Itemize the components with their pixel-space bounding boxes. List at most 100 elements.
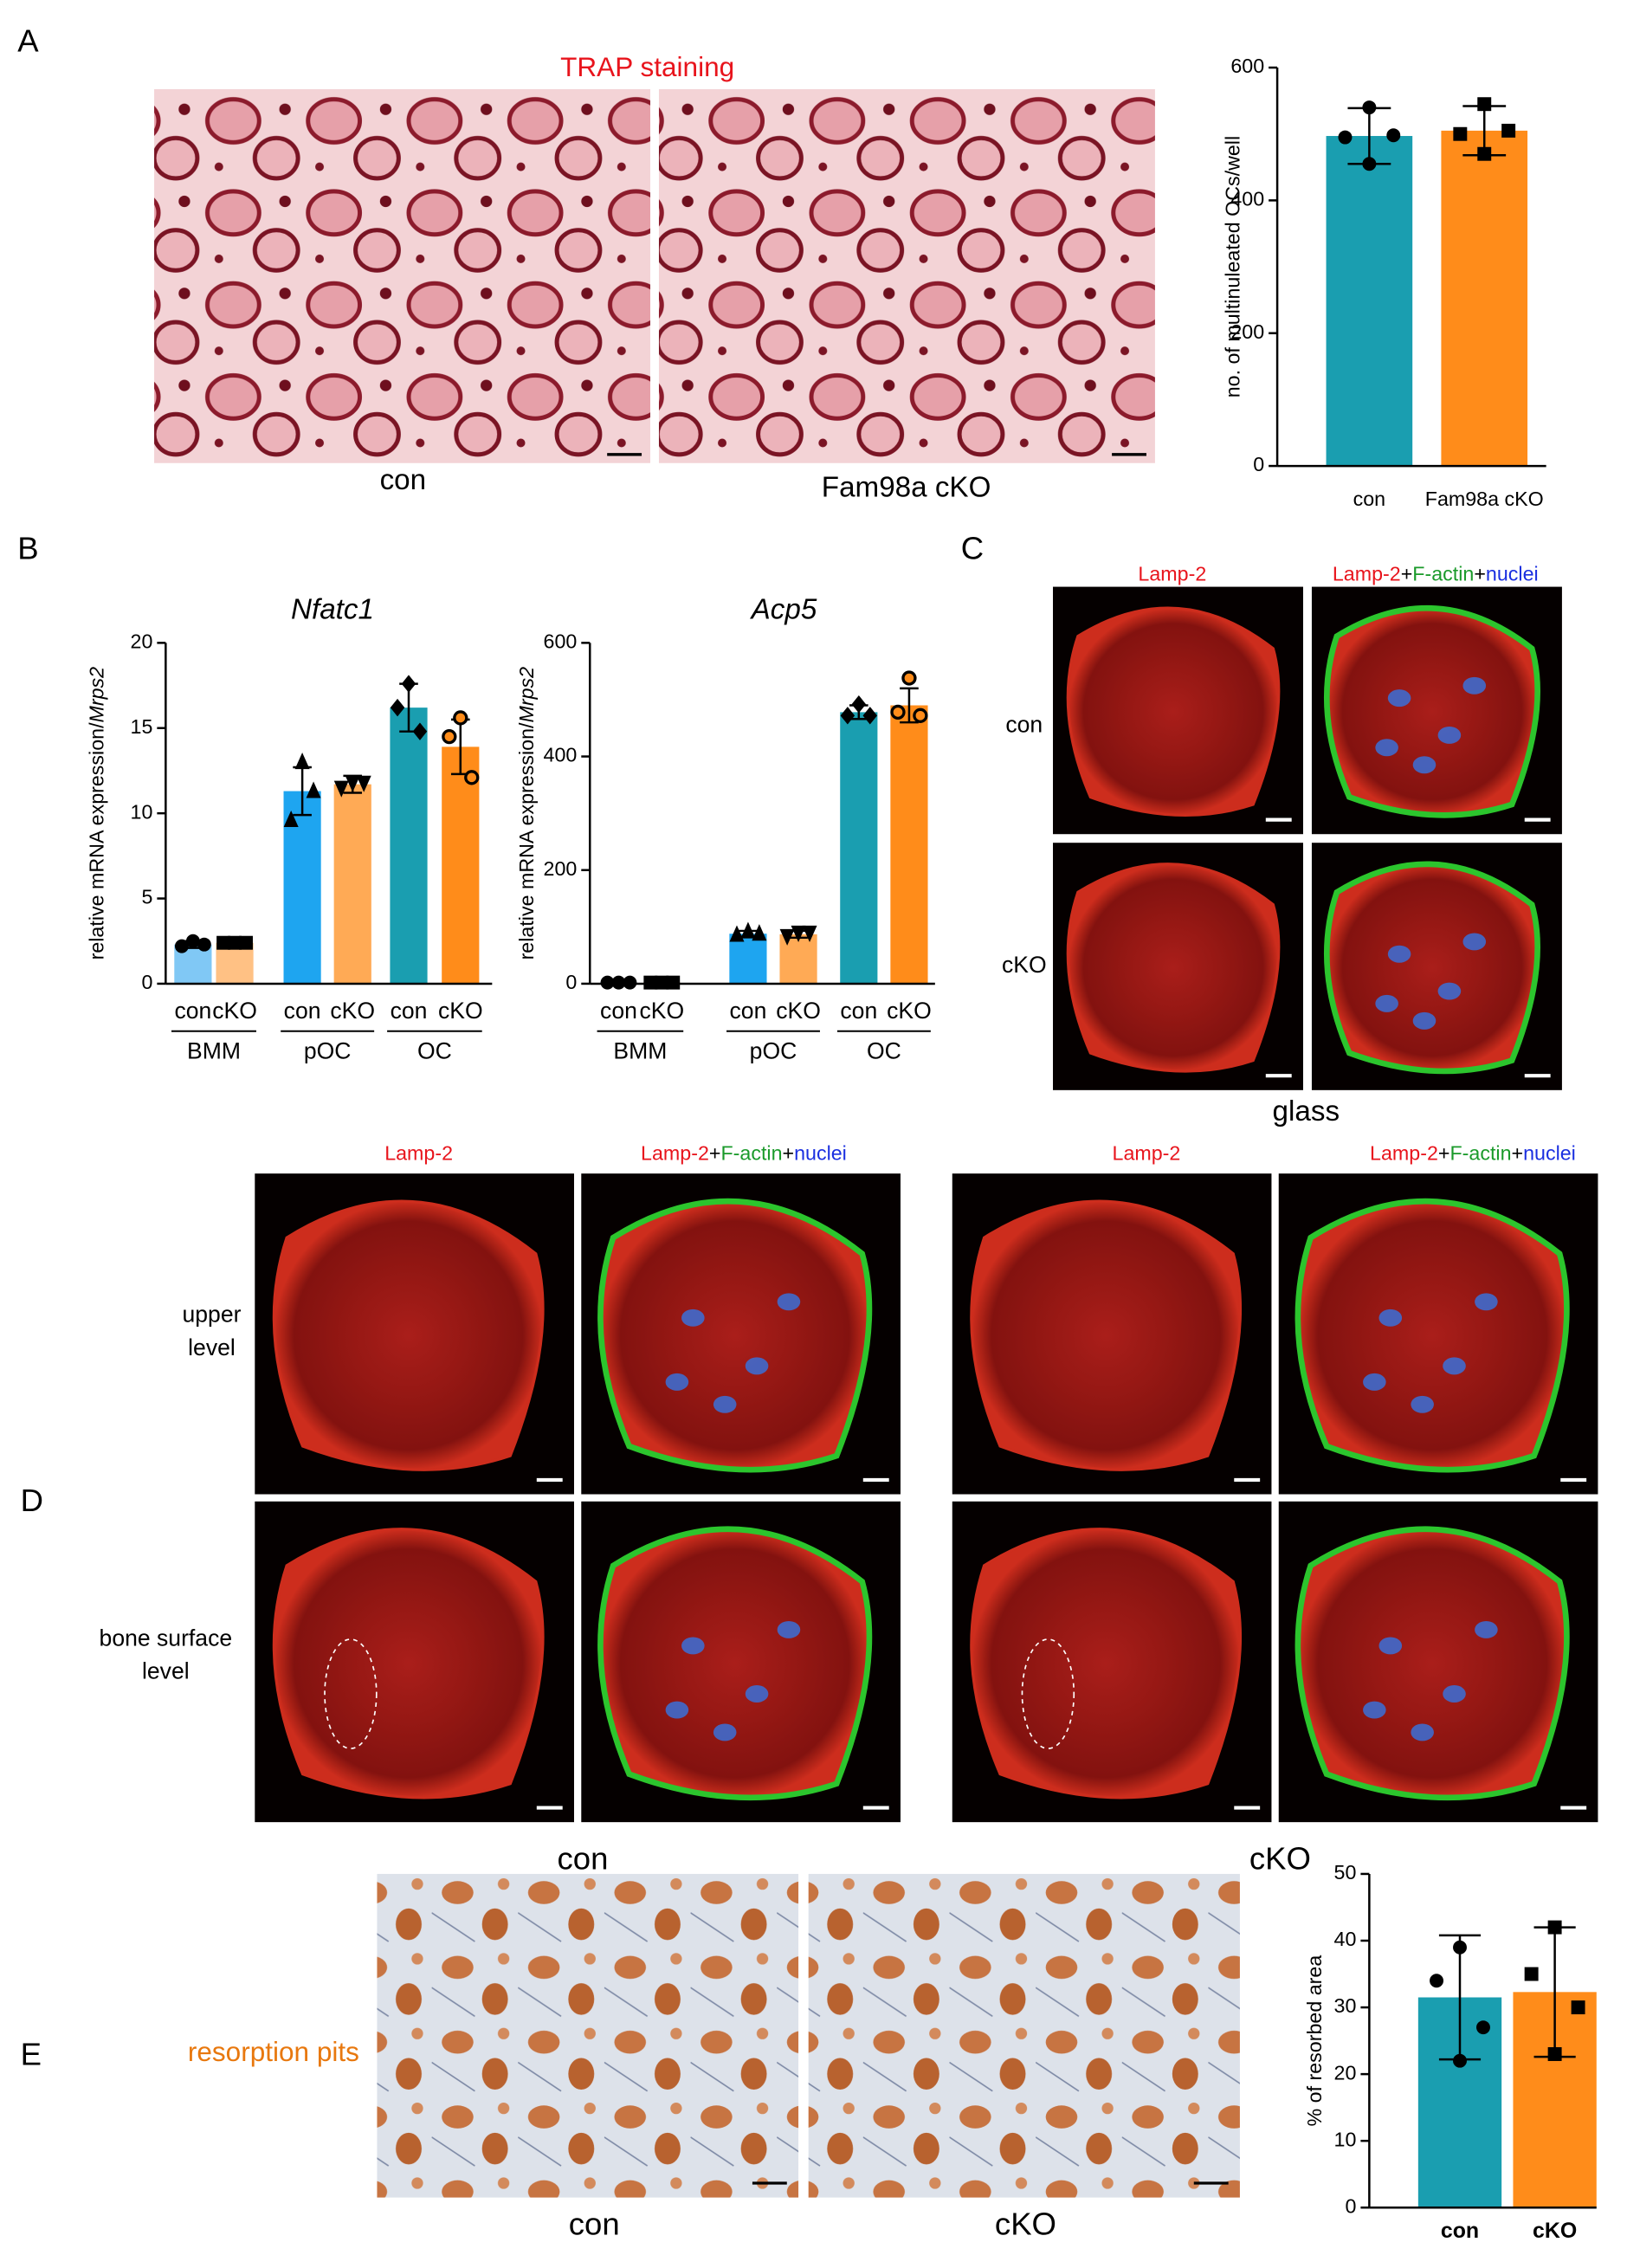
x-tick-label: con — [1441, 2219, 1479, 2243]
nucleus — [665, 1701, 689, 1719]
data-point — [1477, 146, 1492, 161]
y-tick-label: 600 — [1230, 55, 1264, 77]
x-tick-label: cKO — [887, 998, 932, 1024]
panel-label: D — [21, 1483, 43, 1518]
bar — [729, 934, 767, 984]
data-point — [442, 728, 457, 745]
image-label: con — [569, 2206, 620, 2241]
bar — [890, 705, 928, 984]
nucleus — [1378, 1308, 1403, 1327]
nucleus — [1387, 689, 1411, 708]
data-point — [913, 708, 928, 723]
data-point — [623, 975, 637, 990]
nucleus — [713, 1395, 737, 1413]
micrograph — [658, 88, 1155, 463]
row-label: level — [188, 1334, 236, 1360]
cell — [272, 1199, 545, 1471]
nucleus — [1375, 739, 1398, 757]
group-label: pOC — [304, 1038, 352, 1064]
x-tick-label: con — [730, 998, 767, 1024]
row-label: cKO — [1002, 952, 1047, 978]
data-point — [729, 925, 745, 942]
data-point — [1501, 123, 1516, 138]
nucleus — [777, 1293, 801, 1311]
data-point — [611, 975, 626, 990]
group-label: con — [558, 1841, 609, 1877]
cell — [1294, 1198, 1570, 1473]
nucleus — [1443, 1685, 1466, 1703]
y-axis-label-part: no. of multinuleated OCs/well — [1221, 136, 1243, 397]
y-axis-label: relative mRNA expression/Mrps2 — [515, 667, 538, 960]
y-tick-label: 0 — [1253, 453, 1264, 475]
panel-title: TRAP staining — [560, 51, 734, 82]
micrograph — [154, 88, 651, 463]
merge-part: + — [1401, 562, 1413, 585]
row-label: upper — [183, 1302, 242, 1328]
nucleus — [1462, 676, 1487, 695]
nucleus — [1411, 1395, 1434, 1413]
data-point — [412, 722, 428, 740]
y-axis-label-part: % of resorbed area — [1303, 1955, 1326, 2127]
y-tick-label: 200 — [544, 857, 578, 880]
x-tick-label: cKO — [438, 998, 483, 1024]
data-point — [1453, 2053, 1467, 2068]
channel-header: Lamp-2 — [1113, 1142, 1181, 1165]
cell — [272, 1528, 545, 1800]
merge-part: nuclei — [794, 1142, 847, 1165]
image-label: con — [380, 464, 427, 496]
y-tick-label: 20 — [131, 630, 153, 652]
cell — [1324, 861, 1540, 1075]
panel-label: A — [17, 23, 39, 58]
nucleus — [1412, 1011, 1437, 1030]
channel-header: Lamp-2+F-actin+nuclei — [1370, 1142, 1576, 1165]
cell — [597, 1526, 873, 1801]
bar — [1326, 136, 1413, 467]
y-tick-label: 200 — [1230, 320, 1264, 343]
micrograph — [808, 1873, 1240, 2198]
nucleus — [1462, 933, 1487, 951]
nucleus — [665, 1373, 689, 1391]
merge-part: F-actin — [1412, 562, 1474, 585]
bar — [442, 746, 480, 984]
y-axis-label-part: relative mRNA expression/ — [85, 722, 107, 960]
merge-part: + — [1438, 1142, 1450, 1165]
cell — [1066, 606, 1281, 817]
data-point — [306, 781, 321, 798]
cell — [970, 1199, 1243, 1471]
channel-header: Lamp-2+F-actin+nuclei — [641, 1142, 847, 1165]
x-tick-label: con — [391, 998, 428, 1024]
merge-part: Lamp-2 — [641, 1142, 709, 1165]
nucleus — [1443, 1357, 1466, 1375]
data-point — [401, 675, 416, 693]
data-point — [600, 975, 615, 990]
data-point — [740, 921, 756, 939]
panel-label: C — [961, 531, 984, 566]
row-label: level — [142, 1657, 190, 1683]
channel-header: Lamp-2 — [384, 1142, 453, 1165]
data-point — [851, 695, 867, 714]
cell — [1066, 863, 1281, 1073]
group-label: pOC — [750, 1038, 797, 1064]
outline — [324, 1638, 378, 1749]
data-point — [1362, 100, 1377, 115]
y-tick-label: 5 — [141, 886, 152, 908]
y-tick-label: 0 — [141, 971, 152, 993]
y-tick-label: 40 — [1334, 1928, 1357, 1950]
y-tick-label: 0 — [1345, 2194, 1356, 2217]
y-axis-label: relative mRNA expression/Mrps2 — [85, 667, 107, 960]
data-point — [174, 939, 189, 953]
data-point — [185, 934, 200, 948]
group-label: OC — [867, 1038, 901, 1064]
data-point — [228, 935, 242, 950]
nucleus — [745, 1685, 769, 1703]
merge-part: F-actin — [1449, 1142, 1511, 1165]
row-label: bone surface — [100, 1625, 233, 1651]
data-point — [239, 935, 253, 950]
x-tick-label: cKO — [639, 998, 684, 1024]
y-axis-label-part: Mrps2 — [515, 667, 538, 723]
nucleus — [1363, 1701, 1386, 1719]
merge-part: + — [709, 1142, 721, 1165]
x-tick-label: con — [840, 998, 877, 1024]
merge-part: nuclei — [1523, 1142, 1576, 1165]
